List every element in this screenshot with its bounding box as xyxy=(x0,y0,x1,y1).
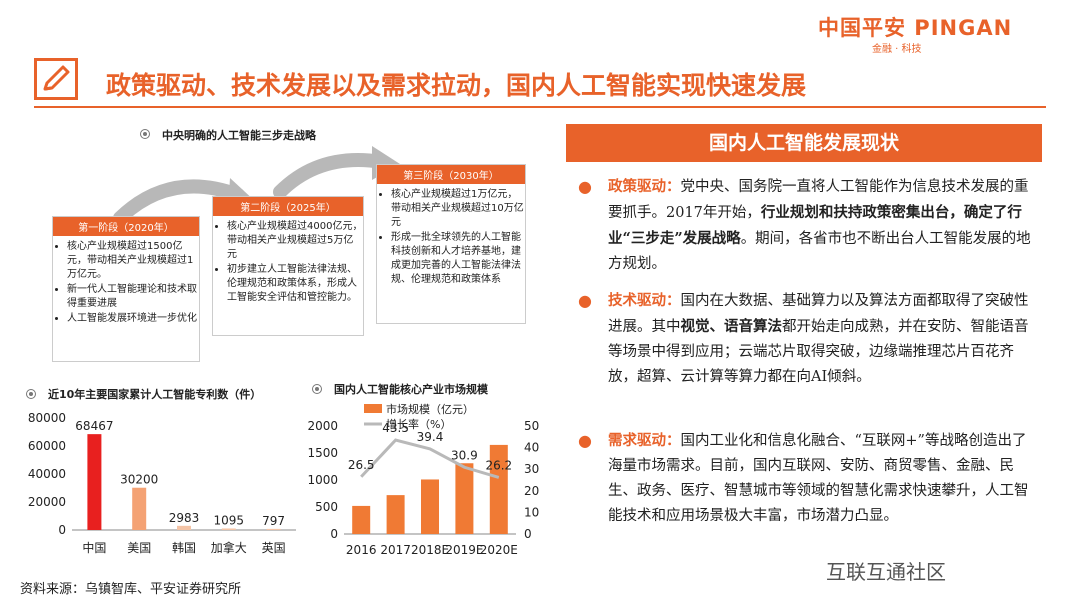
header-divider xyxy=(34,106,1046,108)
para-keyword: 需求驱动： xyxy=(608,432,681,449)
x-tick-label: 2019E xyxy=(445,543,483,557)
section-bullet-icon xyxy=(312,384,322,394)
page-title: 政策驱动、技术发展以及需求拉动，国内人工智能实现快速发展 xyxy=(106,71,807,100)
data-label: 2983 xyxy=(169,511,200,525)
y-tick-label: 0 xyxy=(58,523,66,537)
para-emphasis: 行业规划和扶持政策密集出台，确定了行业“三步走”发展战略 xyxy=(608,204,1022,247)
bar-英国 xyxy=(266,528,281,530)
stage-3-box: 第三阶段（2030年） 核心产业规模超过1万亿元，带动相关产业规模超过10万亿元… xyxy=(376,164,526,324)
x-tick-label: 英国 xyxy=(262,541,286,555)
data-label: 1095 xyxy=(214,513,245,527)
legend-label: 市场规模（亿元） xyxy=(386,402,474,416)
stage-2-head: 第二阶段（2025年） xyxy=(213,197,363,216)
strategy-label: 中央明确的人工智能三步走战略 xyxy=(162,129,316,142)
bar-2016 xyxy=(352,505,371,534)
para-text: 都开始走向成熟，并在安防、智能语音等场景中得到应用；云端芯片取得突破，边缘端推理… xyxy=(608,319,1029,385)
stage-1-box: 第一阶段（2020年） 核心产业规模超过1500亿元，带动相关产业规模超过1万亿… xyxy=(52,216,200,362)
bar-2018E xyxy=(421,479,439,534)
x-tick-label: 2016 xyxy=(346,543,377,557)
bullet-icon: ● xyxy=(578,431,592,450)
para-text: 国内在大数据、基础算力以及算法方面都取得了突破性进展。其中 xyxy=(608,293,1029,335)
bullet-icon: ● xyxy=(578,177,592,196)
y-left-tick-label: 1000 xyxy=(307,473,338,487)
watermark: 互联互通社区 xyxy=(826,560,946,584)
growth-data-label: 30.9 xyxy=(451,448,478,462)
stage-1-item: 新一代人工智能理论和技术取得重要进展 xyxy=(67,283,199,311)
y-right-tick-label: 50 xyxy=(524,419,539,433)
growth-data-label: 26.5 xyxy=(348,458,375,472)
para-policy: ● 政策驱动：党中央、国务院一直将人工智能作为信息技术发展的重要抓手。2017年… xyxy=(578,174,1036,277)
x-tick-label: 加拿大 xyxy=(211,540,247,555)
bar-2017 xyxy=(386,495,405,534)
y-left-tick-label: 0 xyxy=(330,527,338,541)
stage-1-item: 核心产业规模超过1500亿元，带动相关产业规模超过1万亿元。 xyxy=(67,240,199,282)
legend-swatch-bar xyxy=(364,404,382,413)
x-tick-label: 美国 xyxy=(127,541,151,555)
x-tick-label: 2018E xyxy=(411,543,449,557)
stage-3-item: 形成一批全球领先的人工智能科技创新和人才培养基地，建成更加完善的人工智能法律法规… xyxy=(391,231,525,287)
stage-3-item: 核心产业规模超过1万亿元，带动相关产业规模超过10万亿元 xyxy=(391,188,525,230)
para-keyword: 政策驱动： xyxy=(608,178,681,195)
bullet-icon: ● xyxy=(578,291,592,310)
brand-logo: 中国平安 PINGAN xyxy=(818,16,1013,40)
para-text: 党中央、国务院一直将人工智能作为信息技术发展的重要抓手。2017年开始， xyxy=(608,179,1029,221)
para-keyword: 技术驱动： xyxy=(608,292,681,309)
growth-line xyxy=(360,438,500,479)
section-bullet-icon xyxy=(26,389,36,399)
y-tick-label: 40000 xyxy=(28,467,66,481)
stage-2-item: 核心产业规模超过4000亿元，带动相关产业规模超过5万亿元 xyxy=(227,220,363,262)
para-text: 。期间，各省市也不断出台人工智能发展的地方规划。 xyxy=(608,231,1031,272)
data-label: 30200 xyxy=(120,473,158,487)
bar-2019E xyxy=(455,463,474,534)
y-tick-label: 80000 xyxy=(28,411,66,425)
y-right-tick-label: 0 xyxy=(524,527,532,541)
y-tick-label: 60000 xyxy=(28,439,66,453)
y-right-tick-label: 10 xyxy=(524,505,539,519)
bar-中国 xyxy=(87,434,102,530)
y-right-tick-label: 20 xyxy=(524,484,539,498)
y-left-tick-label: 2000 xyxy=(307,419,338,433)
bar-美国 xyxy=(132,487,147,530)
bar-2020E xyxy=(489,444,508,534)
growth-data-label: 26.2 xyxy=(485,458,512,472)
growth-data-label: 43.5 xyxy=(382,421,409,435)
bar-韩国 xyxy=(177,525,191,530)
x-tick-label: 中国 xyxy=(82,540,106,555)
legend-label: 增长率（%） xyxy=(386,417,451,431)
brand-tagline: 金融 · 科技 xyxy=(872,44,922,55)
patent-chart: 0 20000 40000 60000 80000 68467 中国 30200 美国 2983 韩… xyxy=(28,411,296,555)
stage-arrows xyxy=(113,146,400,225)
patent-chart-title: 近10年主要国家累计人工智能专利数（件） xyxy=(48,388,262,401)
data-label: 68467 xyxy=(75,419,113,433)
x-tick-label: 韩国 xyxy=(172,540,196,555)
data-label: 797 xyxy=(262,514,285,528)
y-right-tick-label: 40 xyxy=(524,441,539,455)
bar-加拿大 xyxy=(221,528,236,530)
y-left-tick-label: 500 xyxy=(315,500,338,514)
market-chart: 0 500 1000 1500 2000 0 10 20 30 40 50 2016 2017 2018E… xyxy=(307,402,539,557)
para-text: 国内工业化和信息化融合、“互联网+”等战略创造出了海量市场需求。目前，国内互联网… xyxy=(608,433,1029,524)
source-note: 资料来源：乌镇智库、平安证券研究所 xyxy=(20,582,242,597)
market-chart-title: 国内人工智能核心产业市场规模 xyxy=(334,383,488,396)
stage-3-head: 第三阶段（2030年） xyxy=(377,165,525,184)
stage-2-item: 初步建立人工智能法律法规、伦理规范和政策体系，形成人工智能安全评估和管控能力。 xyxy=(227,263,363,305)
y-right-tick-label: 30 xyxy=(524,462,539,476)
growth-data-label: 39.4 xyxy=(417,430,444,444)
y-left-tick-label: 1500 xyxy=(307,446,338,460)
para-tech: ● 技术驱动：国内在大数据、基础算力以及算法方面都取得了突破性进展。其中视觉、语… xyxy=(578,288,1036,390)
panel-heading: 国内人工智能发展现状 xyxy=(566,124,1042,162)
x-tick-label: 2020E xyxy=(480,543,518,557)
para-emphasis: 视觉、语音算法 xyxy=(680,318,783,335)
stage-2-box: 第二阶段（2025年） 核心产业规模超过4000亿元，带动相关产业规模超过5万亿… xyxy=(212,196,364,336)
stage-1-head: 第一阶段（2020年） xyxy=(53,217,199,236)
x-tick-label: 2017 xyxy=(380,543,411,557)
section-bullet-icon xyxy=(140,129,150,139)
stage-1-item: 人工智能发展环境进一步优化 xyxy=(67,312,199,326)
para-demand: ● 需求驱动：国内工业化和信息化融合、“互联网+”等战略创造出了海量市场需求。目… xyxy=(578,428,1036,529)
pencil-icon xyxy=(34,58,78,100)
y-tick-label: 20000 xyxy=(28,495,66,509)
